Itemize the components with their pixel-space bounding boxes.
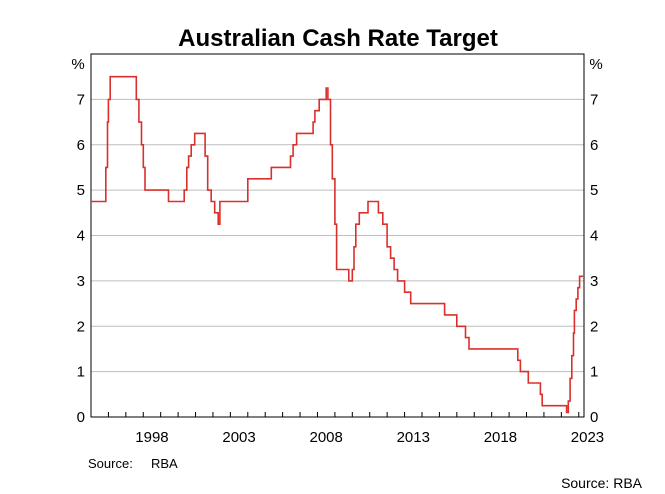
y-tick-label-right: 1 — [590, 364, 598, 381]
y-tick-label-left: 1 — [77, 364, 85, 381]
x-tick-marks — [90, 412, 580, 417]
y-axis-unit-right: % — [589, 56, 602, 73]
y-tick-label-right: 6 — [590, 137, 598, 154]
gridlines — [91, 98, 584, 373]
source-label: Source: — [88, 456, 133, 471]
y-axis-unit-left: % — [71, 56, 84, 73]
source-caption-name: RBA — [613, 475, 642, 491]
y-tick-label-left: 5 — [77, 182, 85, 199]
source-name: RBA — [151, 456, 178, 471]
y-tick-labels-right: 0 1 2 3 4 5 6 7 — [590, 91, 598, 426]
x-tick-label: 2008 — [309, 429, 342, 446]
x-tick-label: 2023 — [571, 429, 604, 446]
y-tick-label-left: 7 — [77, 91, 85, 108]
y-tick-label-left: 0 — [77, 409, 85, 426]
y-tick-label-right: 4 — [590, 228, 598, 245]
x-tick-labels: 1998 2003 2008 2013 2018 2023 — [135, 429, 604, 446]
y-tick-label-left: 6 — [77, 137, 85, 154]
y-tick-label-left: 4 — [77, 228, 85, 245]
x-tick-label: 2018 — [484, 429, 517, 446]
x-tick-label: 2013 — [397, 429, 430, 446]
source-caption-label: Source: — [561, 475, 610, 491]
y-tick-label-right: 5 — [590, 182, 598, 199]
x-tick-label: 1998 — [135, 429, 168, 446]
source-caption: Source: RBA — [561, 475, 642, 491]
y-tick-label-left: 3 — [77, 273, 85, 290]
y-tick-label-left: 2 — [77, 318, 85, 335]
x-tick-label: 2003 — [222, 429, 255, 446]
y-tick-label-right: 7 — [590, 91, 598, 108]
y-tick-labels-left: 0 1 2 3 4 5 6 7 — [77, 91, 85, 426]
plot-frame — [90, 53, 585, 418]
y-tick-label-right: 0 — [590, 409, 598, 426]
chart-title: Australian Cash Rate Target — [178, 25, 498, 52]
y-tick-label-right: 3 — [590, 273, 598, 290]
cash-rate-line — [91, 75, 584, 414]
y-tick-label-right: 2 — [590, 318, 598, 335]
